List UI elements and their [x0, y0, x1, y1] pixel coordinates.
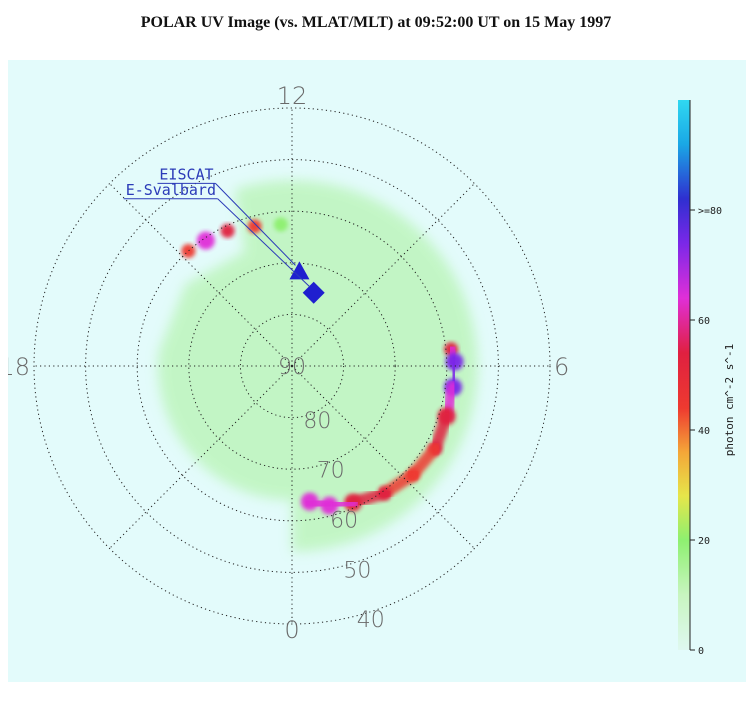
latitude-label: 50	[343, 558, 371, 583]
clock-label-top: 12	[277, 82, 308, 110]
latitude-label: 80	[303, 409, 331, 434]
colorbar-unit-label: photon cm^-2 s^-1	[723, 344, 736, 457]
oval-point	[196, 231, 215, 250]
latitude-label: 90	[278, 355, 306, 380]
oval-point	[220, 223, 235, 238]
oval-point	[247, 219, 262, 234]
site-label-e-svalbard: E-Svalbard	[126, 181, 216, 199]
colorbar-tick-label: >=80	[698, 206, 722, 217]
clock-label-left: 18	[8, 353, 30, 381]
clock-label-right: 6	[554, 353, 569, 381]
site-marker-eiscat	[289, 261, 310, 280]
colorbar-tick-label: 40	[698, 426, 710, 437]
latitude-label: 40	[357, 608, 385, 633]
latitude-circle	[188, 262, 396, 470]
colorbar-ticks: 0 20 40 60 >=80	[690, 206, 722, 657]
polar-labels: 121860908070605040	[8, 82, 569, 644]
latitude-circle	[239, 313, 345, 419]
colorbar: 0 20 40 60 >=80 photon cm^-2 s^-1	[678, 100, 736, 657]
uv-image-layer	[157, 180, 478, 552]
polar-grid	[33, 107, 551, 625]
diffuse-emission	[157, 180, 478, 552]
oval-point	[181, 244, 196, 258]
oval-point	[273, 217, 288, 232]
colorbar-gradient	[678, 100, 690, 650]
latitude-label: 70	[317, 459, 345, 484]
site-leader-line	[215, 182, 296, 266]
colorbar-tick-label: 20	[698, 536, 710, 547]
clock-label-bottom: 0	[284, 616, 299, 644]
oval-point	[300, 492, 319, 511]
site-marker-e-svalbard	[302, 281, 325, 304]
colorbar-tick-label: 0	[698, 646, 704, 657]
chart-title: POLAR UV Image (vs. MLAT/MLT) at 09:52:0…	[140, 14, 612, 31]
latitude-circle	[85, 159, 499, 573]
colorbar-tick-label: 60	[698, 316, 710, 327]
latitude-circle	[33, 107, 551, 625]
latitude-label: 60	[330, 509, 358, 534]
site-leader-line	[217, 198, 311, 288]
site-label-eiscat: EISCAT	[159, 165, 213, 183]
